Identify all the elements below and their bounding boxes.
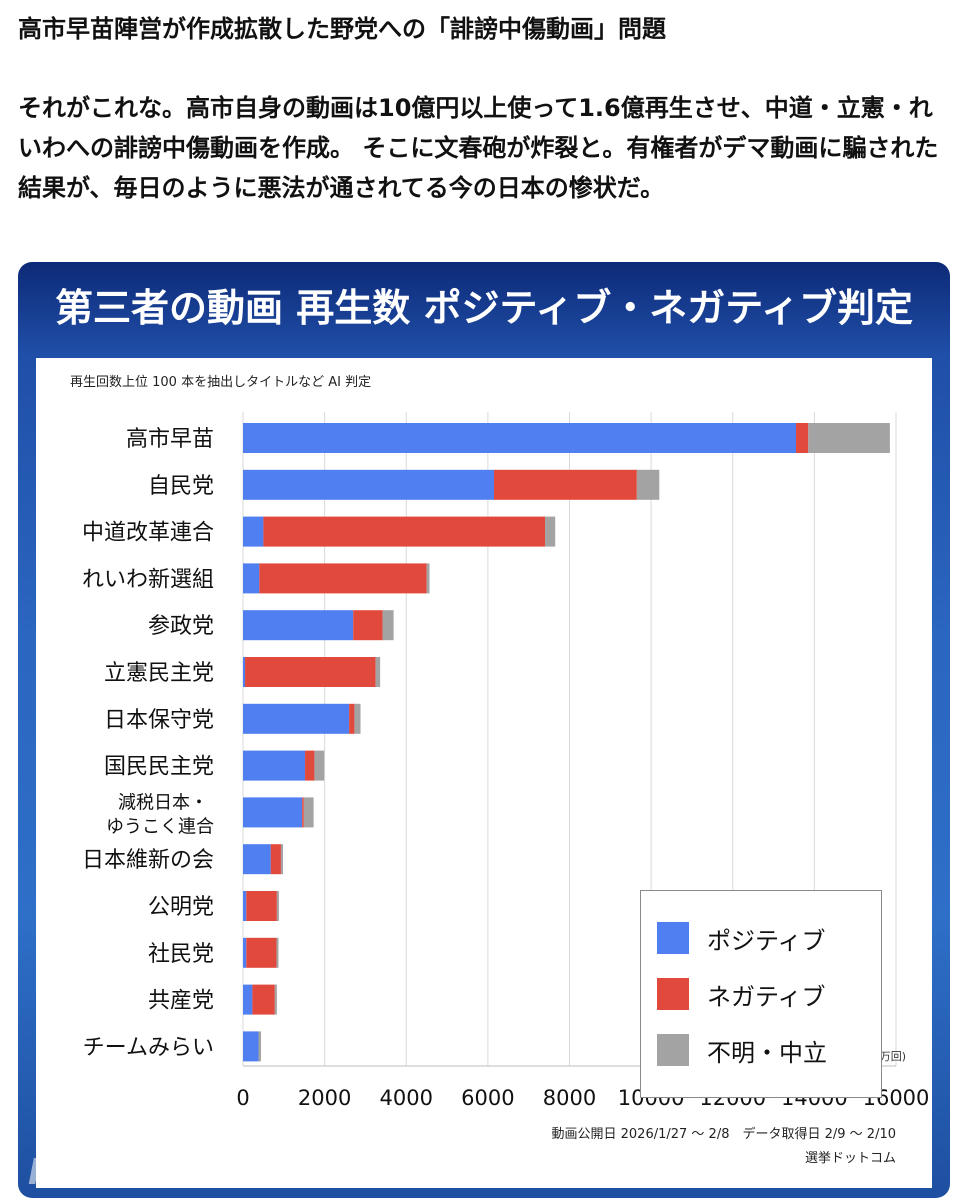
- bar-segment-positive: [243, 423, 797, 453]
- category-label: ゆうこく連合: [106, 816, 214, 837]
- category-label: チームみらい: [83, 1035, 214, 1060]
- bar-segment-negative: [305, 750, 315, 781]
- stacked-bar-chart: 再生回数上位 100 本を抽出しタイトルなど AI 判定 0 2000 4000 600…: [70, 375, 929, 1166]
- bar-segment-positive: [243, 937, 247, 968]
- bar-segment-positive: [243, 657, 246, 687]
- legend-label-positive: ポジティブ: [707, 926, 826, 955]
- bar-segment-negative: [259, 563, 427, 594]
- bar-segment-negative: [493, 469, 637, 500]
- chart-note-source: 選挙ドットコム: [805, 1151, 896, 1166]
- bar-segment-positive: [243, 703, 350, 734]
- legend-swatch-neutral: [657, 1034, 689, 1066]
- post-body: それがこれな。高市自身の動画は10億円以上使って1.6億再生させ、中道・立憲・れ…: [18, 94, 939, 202]
- x-tick-label: 4000: [380, 1086, 433, 1110]
- legend-swatch-negative: [657, 978, 689, 1010]
- category-label: 日本維新の会: [82, 848, 214, 873]
- bar-segment-positive: [243, 469, 494, 500]
- bar-segment-neutral: [314, 750, 325, 781]
- bar-segment-negative: [796, 423, 809, 453]
- bar-segment-neutral: [382, 610, 394, 641]
- bar-segment-positive: [243, 610, 354, 641]
- bar-segment-positive: [243, 844, 271, 875]
- bar-segment-neutral: [808, 423, 890, 453]
- bar-segment-neutral: [426, 563, 430, 594]
- bar-segment-neutral: [375, 657, 381, 687]
- unit-label: (万回): [875, 1050, 906, 1063]
- category-label: 高市早苗: [126, 427, 214, 452]
- bar-segment-positive: [243, 563, 260, 594]
- category-label: れいわ新選組: [82, 567, 214, 592]
- bar-segment-positive: [243, 797, 303, 828]
- chart-subtitle: 再生回数上位 100 本を抽出しタイトルなど AI 判定: [70, 375, 371, 390]
- category-label: 自民党: [148, 474, 214, 499]
- chart-note-dates: 動画公開日 2026/1/27 ～ 2/8 データ取得日 2/9 ～ 2/10: [552, 1126, 897, 1142]
- bar-segment-positive: [243, 984, 253, 1015]
- bar-segment-neutral: [276, 937, 279, 968]
- bar-segment-negative: [302, 797, 304, 828]
- bar-segment-positive: [243, 1031, 259, 1062]
- bar-segment-neutral: [354, 703, 361, 734]
- bar-segment-neutral: [545, 516, 556, 547]
- category-label: 立憲民主党: [104, 661, 214, 686]
- post-title: 高市早苗陣営が作成拡散した野党への「誹謗中傷動画」問題: [18, 15, 666, 43]
- bar-segment-positive: [243, 891, 247, 921]
- category-label: 社民党: [148, 942, 214, 967]
- chart-panel: 第三者の動画 再生数 ポジティブ・ネガティブ判定 再生回数上位 100 本を抽出…: [18, 262, 950, 1198]
- bar-segment-positive: [243, 516, 264, 547]
- bar-segment-neutral: [303, 797, 314, 828]
- bar-segment-negative: [353, 610, 383, 641]
- category-label: 参政党: [148, 614, 214, 639]
- x-tick-label: 2000: [298, 1086, 351, 1110]
- category-label: 中道改革連合: [82, 521, 214, 546]
- category-label: 減税日本・: [118, 792, 208, 813]
- bar-segment-negative: [263, 516, 546, 547]
- legend-item-neutral: 不明・中立: [657, 1033, 827, 1067]
- bar-segment-negative: [246, 891, 277, 921]
- chart-card: 再生回数上位 100 本を抽出しタイトルなど AI 判定 0 2000 4000 600…: [36, 358, 932, 1188]
- chart-title: 第三者の動画 再生数 ポジティブ・ネガティブ判定: [55, 286, 913, 330]
- bar-segment-neutral: [274, 984, 277, 1015]
- bar-segment-negative: [252, 984, 275, 1015]
- bar-segment-negative: [270, 844, 281, 875]
- x-tick-label: 8000: [543, 1086, 596, 1110]
- bar-segment-negative: [246, 937, 277, 968]
- bar-segment-positive: [243, 750, 306, 781]
- legend-label-neutral: 不明・中立: [707, 1038, 827, 1067]
- category-label: 公明党: [148, 895, 214, 920]
- legend-item-positive: ポジティブ: [657, 921, 826, 955]
- legend-swatch-positive: [657, 922, 689, 954]
- category-label: 日本保守党: [104, 708, 214, 733]
- chart-legend: ポジティブ ネガティブ 不明・中立: [640, 890, 882, 1098]
- bar-segment-neutral: [258, 1031, 261, 1062]
- category-label: 共産党: [148, 989, 214, 1014]
- x-tick-label: 0: [236, 1086, 249, 1110]
- x-tick-label: 6000: [461, 1086, 514, 1110]
- legend-item-negative: ネガティブ: [657, 977, 826, 1011]
- bar-segment-neutral: [636, 469, 660, 500]
- bar-segment-neutral: [280, 844, 283, 875]
- bar-segment-negative: [349, 703, 355, 734]
- category-label: 国民民主党: [104, 755, 214, 780]
- legend-label-negative: ネガティブ: [707, 982, 826, 1011]
- bar-segment-neutral: [276, 891, 279, 921]
- bar-segment-negative: [245, 657, 376, 687]
- nhk-logo: NHK: [28, 1152, 114, 1193]
